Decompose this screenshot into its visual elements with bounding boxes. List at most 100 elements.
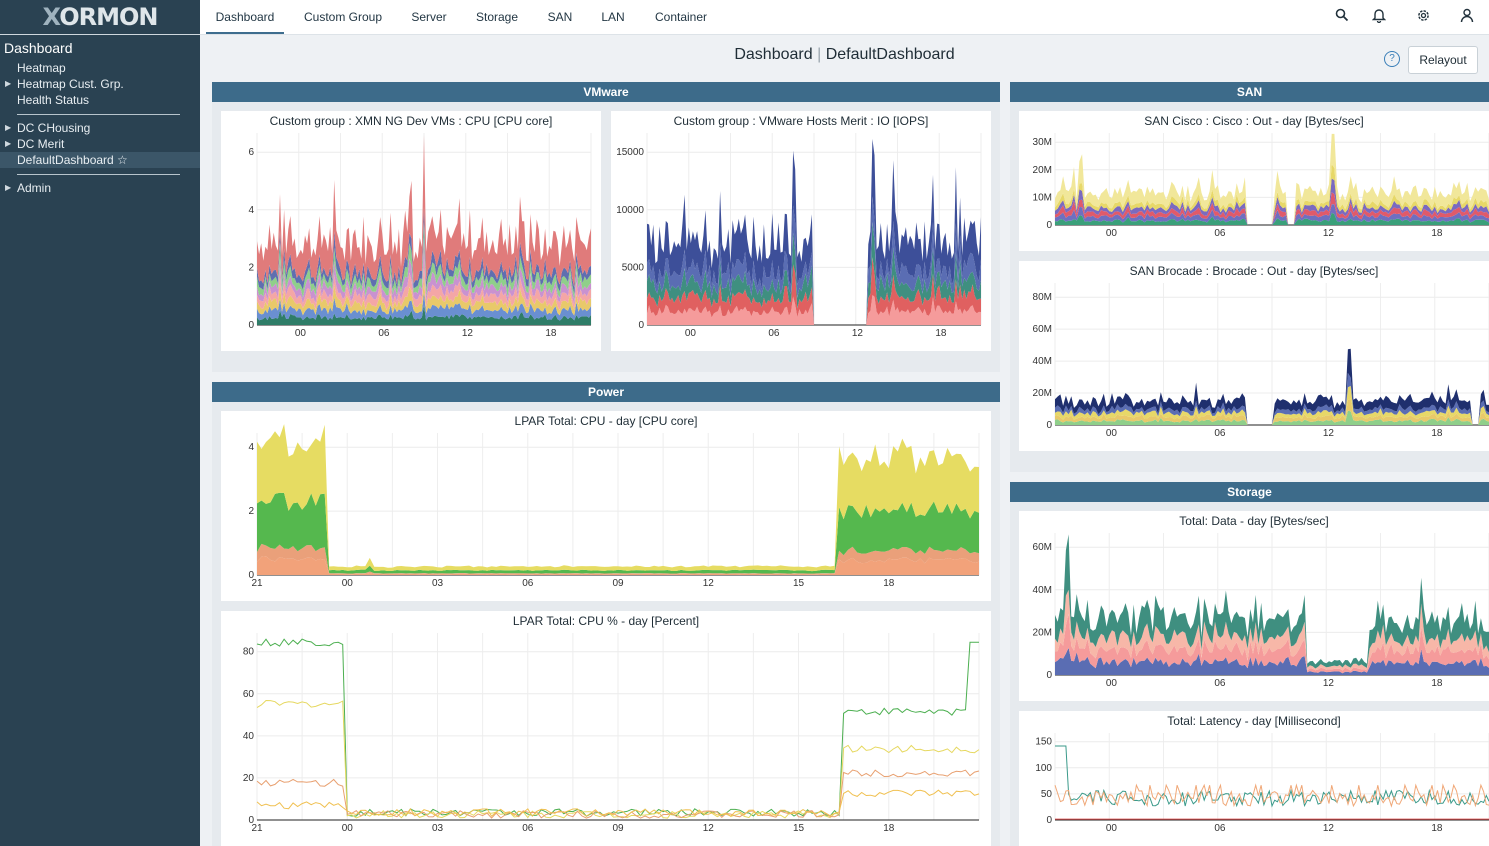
chart-area-series (1055, 398, 1489, 425)
y-tick-label: 0 (248, 815, 254, 826)
page-title: Dashboard | DefaultDashboard (734, 46, 955, 63)
chart-storage-data[interactable]: 0 20M 40M 60M 00 06 12 18 Total: Data - day [By… (1019, 511, 1489, 701)
chart-line-series (1054, 783, 1489, 808)
chart-canvas: 0 2 4 21 00 03 06 09 12 15 18 (248, 424, 980, 589)
x-tick-label: 03 (432, 578, 444, 589)
chart-area-series (1055, 212, 1489, 225)
sidebar-item-dc-merit[interactable]: ▶ DC Merit (5, 137, 65, 151)
x-tick-label: 15 (793, 823, 805, 834)
chart-area-series (257, 134, 591, 288)
y-tick-label: 20 (243, 773, 255, 784)
tab-server[interactable]: Server (411, 10, 447, 24)
chart-lpar-cpu-percent[interactable]: 0 20 40 60 80 21 00 03 06 09 12 15 18 LPAR Total: CP… (221, 611, 991, 846)
y-tick-label: 40M (1033, 585, 1052, 596)
relayout-button[interactable]: Relayout (1408, 46, 1478, 74)
y-tick-label: 4 (248, 442, 254, 453)
sidebar-item-heatmap[interactable]: Heatmap (17, 61, 66, 75)
tab-san[interactable]: SAN (547, 10, 573, 24)
x-tick-label: 21 (251, 823, 263, 834)
tab-dashboard[interactable]: Dashboard (206, 0, 284, 34)
tab-container[interactable]: Container (654, 10, 708, 24)
chart-area-series (647, 196, 981, 325)
y-tick-label: 4 (248, 205, 254, 216)
y-tick-label: 30M (1033, 137, 1052, 148)
sidebar-item-defaultdashboard[interactable]: DefaultDashboard ☆ (0, 152, 200, 168)
chart-area-series (257, 277, 591, 316)
x-tick-label: 03 (432, 823, 444, 834)
y-tick-label: 0 (638, 320, 644, 331)
x-tick-label: 18 (545, 328, 557, 339)
y-tick-label: 0 (248, 570, 254, 581)
x-tick-label: 00 (1106, 823, 1118, 834)
chart-area-series (1055, 178, 1489, 225)
help-icon[interactable]: ? (1384, 51, 1400, 67)
group-header: Power (212, 382, 1000, 402)
x-tick-label: 18 (1431, 228, 1443, 239)
chart-lpar-cpu[interactable]: 0 2 4 21 00 03 06 09 12 15 18 LPAR Total: CPU - da… (221, 411, 991, 601)
search-icon[interactable] (1333, 8, 1351, 26)
chart-line-series (1055, 745, 1489, 808)
x-tick-label: 06 (522, 823, 534, 834)
bell-icon[interactable] (1370, 8, 1388, 26)
x-tick-label: 00 (342, 823, 354, 834)
sidebar-item-health-status[interactable]: Health Status (17, 93, 90, 107)
x-tick-label: 18 (1431, 678, 1443, 689)
chart-vm-io[interactable]: 0 5000 10000 15000 00 06 12 18 Custom group : V… (611, 111, 991, 351)
x-tick-label: 18 (935, 328, 947, 339)
chart-area-series (1055, 204, 1489, 225)
y-tick-label: 100 (1035, 763, 1052, 774)
x-tick-label: 09 (612, 823, 624, 834)
x-tick-label: 18 (883, 578, 895, 589)
x-tick-label: 06 (1214, 228, 1226, 239)
chart-area-series (1055, 385, 1489, 425)
user-icon[interactable] (1458, 8, 1476, 26)
y-tick-label: 80M (1033, 292, 1052, 303)
sidebar-title[interactable]: Dashboard (4, 40, 73, 56)
x-tick-label: 00 (295, 328, 307, 339)
chart-area-series (257, 258, 591, 310)
y-tick-label: 0 (1046, 815, 1052, 826)
y-tick-label: 60M (1033, 542, 1052, 553)
y-tick-label: 80 (243, 647, 255, 658)
chart-area-series (257, 221, 591, 300)
chart-area-series (257, 305, 591, 325)
caret-right-icon: ▶ (5, 123, 12, 132)
chart-canvas: 0 10M 20M 30M 00 06 12 18 (1033, 133, 1489, 239)
y-tick-label: 5000 (622, 262, 645, 273)
chart-san-cisco[interactable]: 0 10M 20M 30M 00 06 12 18 SAN Cisco : Cisco : O… (1019, 111, 1489, 251)
sidebar-item-heatmap-cust-grp[interactable]: ▶ Heatmap Cust. Grp. (5, 77, 124, 91)
x-tick-label: 12 (703, 578, 715, 589)
chart-area-series (647, 257, 981, 325)
tab-lan[interactable]: LAN (601, 10, 625, 24)
chart-canvas: 0 20 40 60 80 21 00 03 06 09 12 15 18 (243, 633, 980, 834)
y-tick-label: 20M (1033, 627, 1052, 638)
gear-icon[interactable] (1414, 8, 1432, 26)
sidebar-item-dc-chousing[interactable]: ▶ DC CHousing (5, 121, 91, 135)
chart-area-series (257, 206, 591, 295)
top-navigation: Dashboard Custom Group Server Storage SA… (200, 0, 1489, 35)
chart-canvas: 0 50 100 150 00 06 12 18 (1035, 733, 1489, 834)
chart-storage-latency[interactable]: 0 50 100 150 00 06 12 18 Total: Latency - day [… (1019, 711, 1489, 846)
chart-title: SAN Brocade : Brocade : Out - day [Bytes… (1129, 264, 1379, 278)
x-tick-label: 09 (612, 578, 624, 589)
chart-title: Custom group : XMN NG Dev VMs : CPU [CPU… (269, 114, 553, 128)
y-tick-label: 40M (1033, 356, 1052, 367)
chart-vm-cpu[interactable]: 0 2 4 6 00 06 12 18 Custom group : XMN NG Dev V… (221, 111, 601, 351)
chart-area-series (647, 138, 981, 325)
x-tick-label: 12 (703, 823, 715, 834)
xormon-logo[interactable]: XORMON (0, 0, 200, 35)
sidebar-item-admin[interactable]: ▶ Admin (5, 181, 52, 195)
y-tick-label: 6 (248, 147, 254, 158)
y-tick-label: 0 (1046, 420, 1052, 431)
chart-area-series (1055, 192, 1489, 225)
chart-san-brocade[interactable]: 0 20M 40M 60M 80M 00 06 12 18 SAN Brocade : Broc… (1019, 261, 1489, 451)
tab-storage[interactable]: Storage (475, 10, 519, 24)
x-tick-label: 12 (1323, 428, 1335, 439)
tab-custom-group[interactable]: Custom Group (303, 10, 383, 24)
y-tick-label: 40 (243, 731, 255, 742)
y-tick-label: 0 (1046, 670, 1052, 681)
chart-area-series (1055, 613, 1489, 674)
x-tick-label: 15 (793, 578, 805, 589)
y-tick-label: 60M (1033, 324, 1052, 335)
x-tick-label: 00 (685, 328, 697, 339)
